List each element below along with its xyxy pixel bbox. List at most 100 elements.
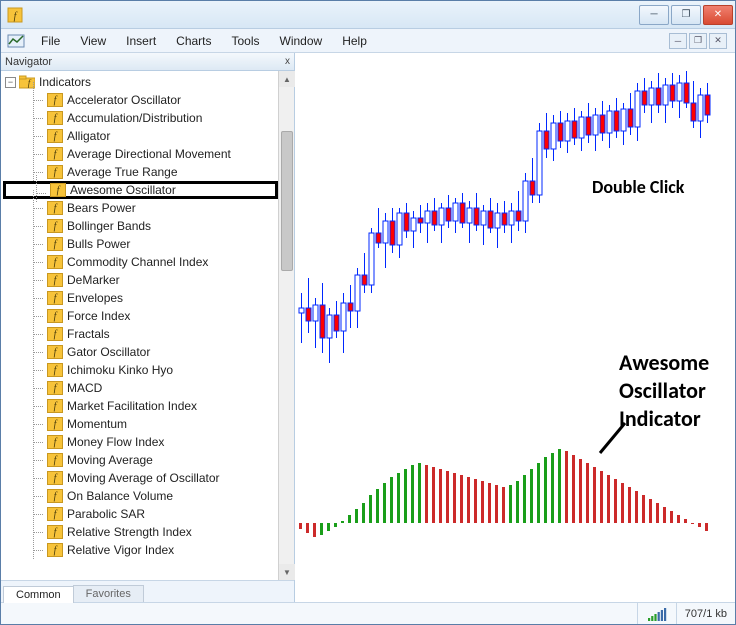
function-icon: f (47, 273, 63, 287)
navigator-panel: Navigator x − f Indicators fAccelerator … (1, 53, 295, 602)
menubar: FileViewInsertChartsToolsWindowHelp ─ ❐ … (1, 29, 735, 53)
indicator-item[interactable]: f Relative Strength Index (3, 523, 278, 541)
navigator-tab-common[interactable]: Common (3, 586, 74, 603)
navigator-close-button[interactable]: x (285, 56, 290, 67)
navigator-header: Navigator x (1, 53, 294, 71)
menu-insert[interactable]: Insert (116, 29, 166, 53)
menu-charts[interactable]: Charts (166, 29, 221, 53)
indicator-label: Gator Oscillator (67, 345, 150, 359)
indicator-item[interactable]: fFractals (3, 325, 278, 343)
indicator-item[interactable]: fMoving Average (3, 451, 278, 469)
indicator-label: Momentum (67, 417, 127, 431)
close-button[interactable]: ✕ (703, 5, 733, 25)
app-window: f ─ ❐ ✕ FileViewInsertChartsToolsWindowH… (0, 0, 736, 625)
window-controls: ─ ❐ ✕ (639, 5, 735, 25)
mdi-close-button[interactable]: ✕ (709, 33, 727, 49)
indicator-item[interactable]: fBollinger Bands (3, 217, 278, 235)
indicator-label: Bears Power (67, 201, 136, 215)
navigator-tab-favorites[interactable]: Favorites (73, 585, 144, 602)
indicator-label: Relative Vigor Index (67, 543, 174, 557)
indicator-label: Commodity Channel Index (67, 255, 208, 269)
function-icon: f (47, 417, 63, 431)
function-icon: f (47, 291, 63, 305)
indicator-item[interactable]: f Average True Range (3, 163, 278, 181)
indicator-item[interactable]: fBears Power (3, 199, 278, 217)
function-icon: f (47, 525, 63, 539)
indicator-item[interactable]: f Money Flow Index (3, 433, 278, 451)
menu-tools[interactable]: Tools (222, 29, 270, 53)
scroll-up-icon[interactable]: ▲ (279, 71, 295, 87)
chart-canvas (295, 53, 735, 602)
function-icon: f (47, 345, 63, 359)
function-icon: f (50, 183, 66, 197)
function-icon: f (47, 309, 63, 323)
indicator-item[interactable]: fMarket Facilitation Index (3, 397, 278, 415)
indicator-item[interactable]: f Alligator (3, 127, 278, 145)
connection-indicator (637, 603, 676, 624)
navigator-scrollbar[interactable]: ▲ ▼ (278, 71, 294, 580)
annotation-double-click: Double Click (592, 176, 684, 198)
menu-help[interactable]: Help (332, 29, 377, 53)
menu-window[interactable]: Window (270, 29, 333, 53)
function-icon: f (47, 129, 63, 143)
minimize-button[interactable]: ─ (639, 5, 669, 25)
indicator-label: Parabolic SAR (67, 507, 145, 521)
indicator-label: Force Index (67, 309, 130, 323)
indicator-item[interactable]: fAccumulation/Distribution (3, 109, 278, 127)
function-icon: f (47, 435, 63, 449)
indicator-label: Accumulation/Distribution (67, 111, 202, 125)
indicator-item[interactable]: f Envelopes (3, 289, 278, 307)
chart-area[interactable]: Double Click AwesomeOscillatorIndicator (295, 53, 735, 602)
scroll-thumb[interactable] (281, 131, 293, 271)
indicator-item[interactable]: fAccelerator Oscillator (3, 91, 278, 109)
indicator-label: Average True Range (67, 165, 178, 179)
function-icon: f (47, 489, 63, 503)
mdi-minimize-button[interactable]: ─ (669, 33, 687, 49)
traffic-counter: 707/1 kb (676, 603, 735, 624)
indicator-item[interactable]: f Momentum (3, 415, 278, 433)
indicator-item[interactable]: fMoving Average of Oscillator (3, 469, 278, 487)
connection-bars-icon (646, 607, 668, 621)
tree-root-label: Indicators (39, 75, 91, 89)
titlebar: f ─ ❐ ✕ (1, 1, 735, 29)
indicator-label: Average Directional Movement (67, 147, 231, 161)
scroll-down-icon[interactable]: ▼ (279, 564, 295, 580)
indicator-label: Envelopes (67, 291, 123, 305)
indicator-label: Moving Average (67, 453, 153, 467)
navigator-tree[interactable]: − f Indicators fAccelerator OscillatorfA… (1, 71, 278, 580)
indicator-item[interactable]: fMACD (3, 379, 278, 397)
indicator-label: Alligator (67, 129, 110, 143)
indicator-item[interactable]: f DeMarker (3, 271, 278, 289)
indicator-label: Market Facilitation Index (67, 399, 197, 413)
tree-root-indicators[interactable]: − f Indicators (3, 73, 278, 91)
indicator-label: Relative Strength Index (67, 525, 192, 539)
indicator-item[interactable]: f Commodity Channel Index (3, 253, 278, 271)
function-icon: f (47, 237, 63, 251)
indicator-item[interactable]: f Awesome Oscillator (3, 181, 278, 199)
menu-file[interactable]: File (31, 29, 70, 53)
indicator-item[interactable]: fBulls Power (3, 235, 278, 253)
app-small-icon (7, 32, 25, 50)
indicator-label: Money Flow Index (67, 435, 164, 449)
indicator-item[interactable]: f Parabolic SAR (3, 505, 278, 523)
indicator-label: Awesome Oscillator (70, 183, 176, 197)
menu-view[interactable]: View (70, 29, 116, 53)
annotation-indicator-label: AwesomeOscillatorIndicator (619, 349, 709, 433)
function-icon: f (47, 219, 63, 233)
function-icon: f (47, 507, 63, 521)
indicator-item[interactable]: f Force Index (3, 307, 278, 325)
indicator-item[interactable]: fOn Balance Volume (3, 487, 278, 505)
indicator-item[interactable]: fAverage Directional Movement (3, 145, 278, 163)
indicator-item[interactable]: fIchimoku Kinko Hyo (3, 361, 278, 379)
indicator-item[interactable]: f Gator Oscillator (3, 343, 278, 361)
function-icon: f (47, 165, 63, 179)
expand-collapse-icon[interactable]: − (5, 77, 16, 88)
mdi-restore-button[interactable]: ❐ (689, 33, 707, 49)
statusbar: 707/1 kb (1, 602, 735, 624)
navigator-title: Navigator (5, 56, 52, 68)
function-icon: f (47, 93, 63, 107)
indicator-item[interactable]: fRelative Vigor Index (3, 541, 278, 559)
function-icon: f (47, 255, 63, 269)
maximize-button[interactable]: ❐ (671, 5, 701, 25)
indicator-label: DeMarker (67, 273, 120, 287)
